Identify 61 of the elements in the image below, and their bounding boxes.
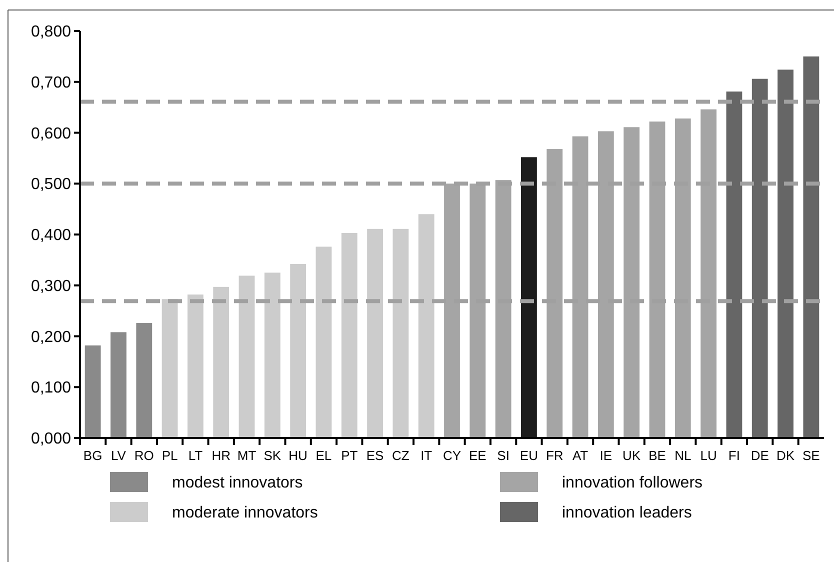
x-tick-label: NL [674, 448, 692, 463]
x-tick-label: IT [420, 448, 432, 463]
bar [110, 332, 126, 438]
x-tick-label: PT [341, 448, 358, 463]
x-tick-label: BG [83, 448, 102, 463]
y-tick-label: 0,700 [30, 74, 72, 92]
bar [213, 286, 230, 438]
legend-label: moderate innovators [172, 504, 318, 522]
bar [187, 294, 204, 438]
x-tick-label: MT [237, 448, 256, 463]
x-tick-label: LU [700, 448, 717, 463]
x-tick-label: UK [622, 448, 641, 463]
x-tick-label: DK [776, 448, 795, 463]
x-tick-label: SI [497, 448, 510, 463]
y-tick-label: 0,600 [30, 125, 72, 142]
legend-label: modest innovators [172, 474, 303, 492]
x-tick-label: DE [750, 448, 770, 463]
bar [316, 246, 332, 438]
bar [290, 264, 306, 438]
x-tick-label: CZ [392, 448, 410, 463]
legend-label: innovation followers [562, 474, 703, 492]
x-tick-label: BE [648, 448, 666, 463]
bar [778, 70, 794, 438]
y-tick-label: 0,000 [30, 430, 72, 448]
y-tick-label: 0,200 [30, 328, 72, 346]
bar [136, 323, 152, 438]
bar [726, 92, 742, 438]
x-tick-label: LV [111, 448, 126, 463]
x-tick-label: SK [264, 448, 282, 463]
bar [162, 299, 178, 438]
bar [418, 214, 434, 438]
x-tick-label: IE [600, 448, 612, 463]
x-tick-label: FR [546, 448, 564, 463]
x-tick-label: CY [442, 448, 462, 463]
bar [752, 78, 768, 438]
x-tick-label: SE [802, 448, 820, 463]
x-tick-label: EL [316, 448, 332, 463]
bar [521, 157, 537, 438]
x-tick-label: AT [572, 448, 588, 463]
x-tick-label: EU [520, 448, 538, 463]
bar [238, 276, 255, 438]
bar [367, 228, 383, 438]
y-tick-label: 0,800 [30, 24, 72, 41]
bar [84, 345, 101, 438]
x-tick-label: HU [288, 448, 308, 463]
y-tick-label: 0,100 [30, 380, 72, 397]
x-tick-label: PL [162, 448, 178, 463]
bar [803, 56, 820, 438]
x-tick-label: EE [468, 448, 487, 463]
x-tick-label: RO [134, 448, 154, 463]
x-tick-label: ES [366, 448, 384, 463]
y-tick-label: 0,300 [30, 278, 72, 295]
bar [264, 272, 280, 438]
y-tick-label: 0,400 [30, 227, 72, 244]
x-tick-label: HR [212, 448, 230, 463]
y-tick-label: 0,500 [30, 176, 72, 194]
legend-label: innovation leaders [562, 504, 692, 522]
x-tick-label: LT [188, 448, 203, 463]
bar [341, 232, 358, 438]
x-tick-label: FI [728, 448, 740, 463]
bar [392, 228, 409, 438]
